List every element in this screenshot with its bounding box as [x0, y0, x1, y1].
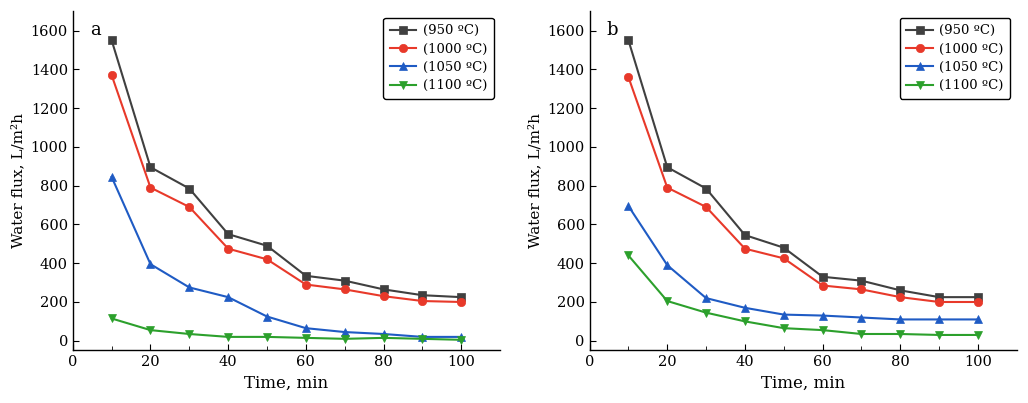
(1000 ºC): [816, 283, 829, 288]
(950 ºC): [816, 274, 829, 279]
Y-axis label: Water flux, L/m²h: Water flux, L/m²h: [11, 113, 25, 248]
(1050 ºC): [971, 317, 984, 322]
X-axis label: Time, min: Time, min: [245, 375, 329, 392]
(1000 ºC): [416, 299, 429, 303]
(1000 ºC): [144, 185, 156, 190]
Line: (950 ºC): (950 ºC): [108, 36, 466, 301]
(1100 ºC): [377, 335, 390, 340]
(950 ºC): [377, 287, 390, 292]
(1050 ºC): [894, 317, 907, 322]
(1000 ºC): [661, 185, 673, 190]
(1050 ºC): [338, 330, 351, 334]
Legend: (950 ºC), (1000 ºC), (1050 ºC), (1100 ºC): (950 ºC), (1000 ºC), (1050 ºC), (1100 ºC…: [900, 18, 1011, 99]
Text: b: b: [607, 21, 618, 39]
(950 ºC): [183, 186, 195, 191]
(1000 ºC): [971, 299, 984, 304]
(950 ºC): [144, 165, 156, 170]
(1000 ºC): [222, 246, 234, 251]
(950 ºC): [300, 273, 313, 278]
(1050 ºC): [700, 296, 712, 301]
X-axis label: Time, min: Time, min: [761, 375, 845, 392]
(1050 ºC): [377, 332, 390, 337]
Y-axis label: Water flux, L/m²h: Water flux, L/m²h: [528, 113, 542, 248]
(1100 ºC): [777, 326, 790, 330]
(1000 ºC): [183, 205, 195, 210]
(1050 ºC): [261, 314, 273, 319]
(1100 ºC): [739, 319, 751, 324]
(1100 ºC): [300, 335, 313, 340]
(1000 ºC): [300, 282, 313, 287]
Line: (950 ºC): (950 ºC): [624, 36, 982, 301]
(1050 ºC): [183, 285, 195, 290]
(1100 ºC): [894, 332, 907, 337]
(950 ºC): [700, 186, 712, 191]
(1000 ºC): [894, 295, 907, 299]
(1100 ºC): [338, 337, 351, 341]
(950 ºC): [622, 38, 634, 43]
(950 ºC): [106, 38, 118, 43]
(1100 ºC): [622, 253, 634, 258]
(1000 ºC): [622, 75, 634, 79]
(1100 ºC): [855, 332, 868, 337]
(1050 ºC): [661, 263, 673, 268]
Line: (1000 ºC): (1000 ºC): [624, 73, 982, 306]
(1100 ºC): [261, 334, 273, 339]
(950 ºC): [222, 232, 234, 237]
(1050 ºC): [933, 317, 946, 322]
Line: (1100 ºC): (1100 ºC): [624, 251, 982, 339]
(1050 ºC): [739, 305, 751, 310]
Legend: (950 ºC), (1000 ºC), (1050 ºC), (1100 ºC): (950 ºC), (1000 ºC), (1050 ºC), (1100 ºC…: [383, 18, 493, 99]
(1000 ºC): [933, 299, 946, 304]
(1000 ºC): [377, 294, 390, 299]
(950 ºC): [933, 295, 946, 299]
(1000 ºC): [700, 205, 712, 210]
(1050 ºC): [855, 315, 868, 320]
(1050 ºC): [455, 334, 468, 339]
Line: (1100 ºC): (1100 ºC): [108, 314, 466, 344]
(950 ºC): [416, 293, 429, 298]
(1050 ºC): [816, 313, 829, 318]
(1050 ºC): [144, 262, 156, 267]
(1100 ºC): [933, 332, 946, 337]
(1100 ºC): [183, 332, 195, 337]
(950 ºC): [971, 295, 984, 299]
(1100 ºC): [455, 337, 468, 342]
(950 ºC): [455, 295, 468, 299]
(1000 ºC): [338, 287, 351, 292]
Line: (1050 ºC): (1050 ºC): [624, 202, 982, 324]
Line: (1050 ºC): (1050 ºC): [108, 173, 466, 341]
(1050 ºC): [777, 312, 790, 317]
(1000 ºC): [261, 257, 273, 262]
(1100 ºC): [144, 328, 156, 332]
Line: (1000 ºC): (1000 ºC): [108, 71, 466, 306]
(1050 ºC): [622, 204, 634, 208]
(950 ºC): [855, 278, 868, 283]
(1100 ºC): [106, 316, 118, 321]
(1050 ºC): [416, 334, 429, 339]
Text: a: a: [89, 21, 101, 39]
(1050 ºC): [222, 295, 234, 299]
(1100 ºC): [971, 332, 984, 337]
(1000 ºC): [106, 73, 118, 77]
(1100 ºC): [700, 310, 712, 315]
(950 ºC): [261, 243, 273, 248]
(1100 ºC): [661, 299, 673, 303]
(1100 ºC): [816, 328, 829, 332]
(1100 ºC): [416, 337, 429, 341]
(1000 ºC): [777, 256, 790, 261]
(1000 ºC): [455, 299, 468, 304]
(950 ºC): [661, 165, 673, 170]
(950 ºC): [777, 245, 790, 250]
(950 ºC): [338, 278, 351, 283]
(1050 ºC): [300, 326, 313, 330]
(1100 ºC): [222, 334, 234, 339]
(1000 ºC): [739, 246, 751, 251]
(1050 ºC): [106, 174, 118, 179]
(950 ºC): [739, 233, 751, 237]
(950 ºC): [894, 288, 907, 293]
(1000 ºC): [855, 287, 868, 292]
